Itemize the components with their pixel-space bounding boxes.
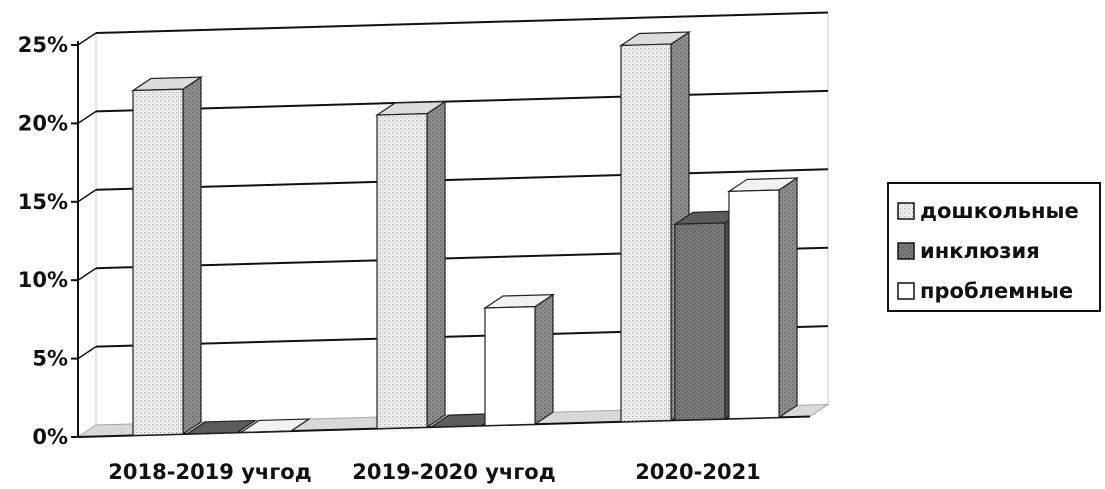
bar-проблемные-1 xyxy=(482,293,556,427)
y-tick-label: 15% xyxy=(18,190,68,214)
bar-дошкольные-1 xyxy=(374,100,448,430)
bar-side xyxy=(426,100,446,429)
legend-label: проблемные xyxy=(920,279,1073,303)
bar-side xyxy=(534,293,554,426)
bar xyxy=(132,88,184,437)
y-tick-label: 20% xyxy=(18,111,68,135)
bar xyxy=(728,189,780,420)
legend-swatch xyxy=(897,202,915,220)
gridline-depth xyxy=(77,345,97,360)
gridline xyxy=(95,11,829,34)
bar-проблемные-2 xyxy=(726,176,800,420)
y-tick-label: 25% xyxy=(18,33,68,57)
gridline xyxy=(95,168,829,191)
x-tick-label: 2020-2021 xyxy=(635,460,761,484)
bar xyxy=(674,222,726,421)
x-tick-label: 2019-2020 учгод xyxy=(352,460,555,484)
y-tick-label: 0% xyxy=(32,425,68,449)
legend: дошкольные инклюзия проблемные xyxy=(887,182,1101,312)
bar xyxy=(430,425,482,428)
bar xyxy=(620,43,672,423)
bar-проблемные-0 xyxy=(238,418,312,434)
side-wall xyxy=(77,32,97,438)
gridline-depth xyxy=(77,267,97,281)
gridline-depth xyxy=(77,189,97,203)
legend-box xyxy=(887,182,1101,312)
x-tick-label: 2018-2019 учгод xyxy=(108,460,311,484)
y-tick-label: 10% xyxy=(18,268,68,292)
plot-area: 0% 5% 10% 15% 20% 25% 2018-2019 учгод 2019-2020… xyxy=(18,11,830,484)
legend-swatch xyxy=(897,242,915,260)
bar xyxy=(186,431,238,435)
bar-side xyxy=(182,75,202,436)
bar-инклюзия-0 xyxy=(184,419,258,435)
y-tick-label: 5% xyxy=(32,347,68,371)
bar xyxy=(240,430,292,434)
bar-side xyxy=(778,176,798,419)
gridline-depth xyxy=(77,110,97,125)
legend-label: инклюзия xyxy=(920,239,1040,263)
bar-дошкольные-0 xyxy=(130,75,204,437)
gridline-depth xyxy=(77,32,97,46)
bar xyxy=(484,305,536,427)
legend-label: дошкольные xyxy=(920,199,1079,223)
bar xyxy=(376,113,428,430)
legend-swatch xyxy=(897,282,915,300)
gridline xyxy=(95,89,829,113)
